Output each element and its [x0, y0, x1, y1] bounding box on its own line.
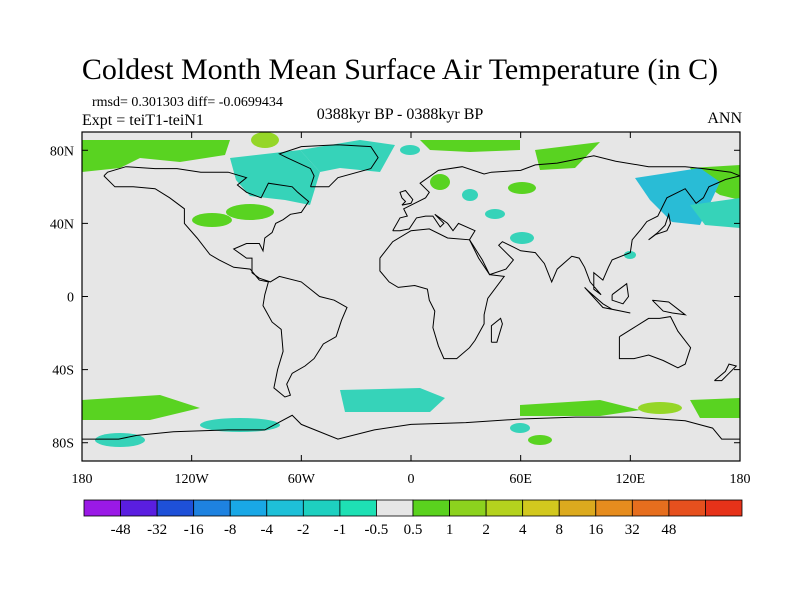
colorbar-box	[120, 499, 158, 517]
cool-patch-amundsen	[200, 418, 280, 432]
colorbar-box	[376, 499, 414, 517]
x-axis-tick-label: 120E	[616, 472, 646, 487]
y-axis-tick-label: 40N	[50, 217, 74, 232]
colorbar-box	[595, 499, 633, 517]
colorbar-label: 8	[555, 522, 563, 538]
y-axis-tick-label: 80S	[52, 437, 74, 452]
coastline-eurasia	[392, 155, 740, 296]
colorbar-label: 2	[482, 522, 490, 538]
colorbar-label: -32	[147, 522, 167, 538]
warm-patch-south-pacific-east	[690, 398, 740, 418]
warm-patch-south-pacific	[82, 395, 200, 420]
colorbar-box	[449, 499, 487, 517]
colorbar-label: 48	[661, 522, 676, 538]
y-axis-tick-label: 0	[67, 291, 74, 306]
colorbar-box	[156, 499, 195, 517]
cool-patch-hudson-bay	[230, 150, 320, 205]
cool-patch-weddell	[340, 388, 445, 412]
warm-patch-barents	[535, 142, 600, 170]
colorbar-label: -2	[297, 522, 310, 538]
warm-patch-south-australia	[638, 402, 682, 414]
colorbar-label: 4	[519, 522, 527, 538]
cool-patch-arctic-small	[400, 145, 420, 155]
coastline-antarctica	[82, 414, 740, 440]
x-axis-tick-label: 60E	[509, 472, 532, 487]
colorbar-label: -16	[184, 522, 204, 538]
map-title: Coldest Month Mean Surface Air Temperatu…	[81, 53, 719, 86]
coastline-britain	[399, 189, 414, 206]
coastline-australia	[618, 316, 692, 369]
y-axis-tick-label: 40S	[52, 364, 74, 379]
warm-patch-scandinavia	[430, 174, 450, 190]
coastline-japan	[648, 212, 672, 241]
warm-patch-arctic-atlantic	[420, 140, 520, 152]
colorbar-label: -1	[334, 522, 347, 538]
cool-patch-middle-east	[510, 232, 534, 244]
colorbar-label: -48	[111, 522, 131, 538]
colorbar-label: 32	[625, 522, 640, 538]
warm-patch-eastern-canada	[226, 204, 274, 220]
x-axis-tick-label: 120W	[175, 472, 210, 487]
colorbar-label: -0.5	[365, 522, 389, 538]
period-label: 0388kyr BP - 0388kyr BP	[316, 106, 484, 123]
colorbar-box	[193, 499, 231, 517]
anomaly-field	[82, 132, 740, 447]
colorbar-box	[485, 499, 524, 517]
coastline-new-zealand	[714, 363, 738, 382]
colorbar-box	[522, 499, 560, 517]
colorbar-box	[229, 499, 268, 517]
colorbar-box	[705, 499, 743, 517]
colorbar-box	[266, 499, 304, 517]
colorbar-label: -8	[224, 522, 237, 538]
y-axis-tick-label: 80N	[50, 144, 74, 159]
coastline-borneo	[611, 282, 630, 305]
colorbar-box	[339, 499, 377, 517]
coastline-madagascar	[490, 317, 503, 343]
colorbar-label: 1	[446, 522, 454, 538]
x-axis-tick-label: 0	[408, 472, 415, 487]
cool-patch-europe-b	[485, 209, 505, 219]
season-label: ANN	[707, 110, 742, 127]
x-axis-tick-label: 180	[72, 472, 93, 487]
coastline-new-guinea	[651, 299, 687, 316]
rmsd-diff-stats: rmsd= 0.301303 diff= -0.0699434	[92, 95, 283, 110]
colorbar-box	[302, 499, 341, 517]
colorbar-box	[558, 499, 597, 517]
warm-patch-east-antarctic	[528, 435, 552, 445]
x-axis-tick-label: 180	[730, 472, 751, 487]
colorbar: -48 -32 -16 -8 -4 -2 -1 -0.5 0.5 1 2 4 8 16 32 48	[83, 499, 743, 538]
warm-patch-alaska	[82, 140, 230, 172]
x-axis-tick-label: 60W	[288, 472, 316, 487]
coastline-africa	[379, 228, 506, 360]
cool-patch-north-pacific	[690, 198, 740, 228]
cool-patch-india	[624, 251, 636, 259]
colorbar-label: 0.5	[404, 522, 423, 538]
colorbar-label: 16	[588, 522, 604, 538]
warm-patch-west-canada	[192, 213, 232, 227]
coastline-indonesia	[584, 287, 631, 314]
cool-patch-europe-a	[462, 189, 478, 201]
warm-patch-south-indian	[520, 400, 640, 416]
warm-patch-greenland-north	[251, 132, 279, 148]
coastline-greenland	[278, 144, 379, 188]
colorbar-box	[83, 499, 121, 517]
colorbar-label: -4	[261, 522, 274, 538]
coastline-americas	[103, 166, 348, 398]
colorbar-box	[412, 499, 450, 517]
warm-patch-eurasia	[508, 182, 536, 194]
colorbar-box	[631, 499, 670, 517]
cool-patch-east-antarctic-a	[510, 423, 530, 433]
coastlines	[82, 144, 740, 440]
colorbar-box	[668, 499, 706, 517]
experiment-label: Expt = teiT1-teiN1	[82, 112, 204, 129]
